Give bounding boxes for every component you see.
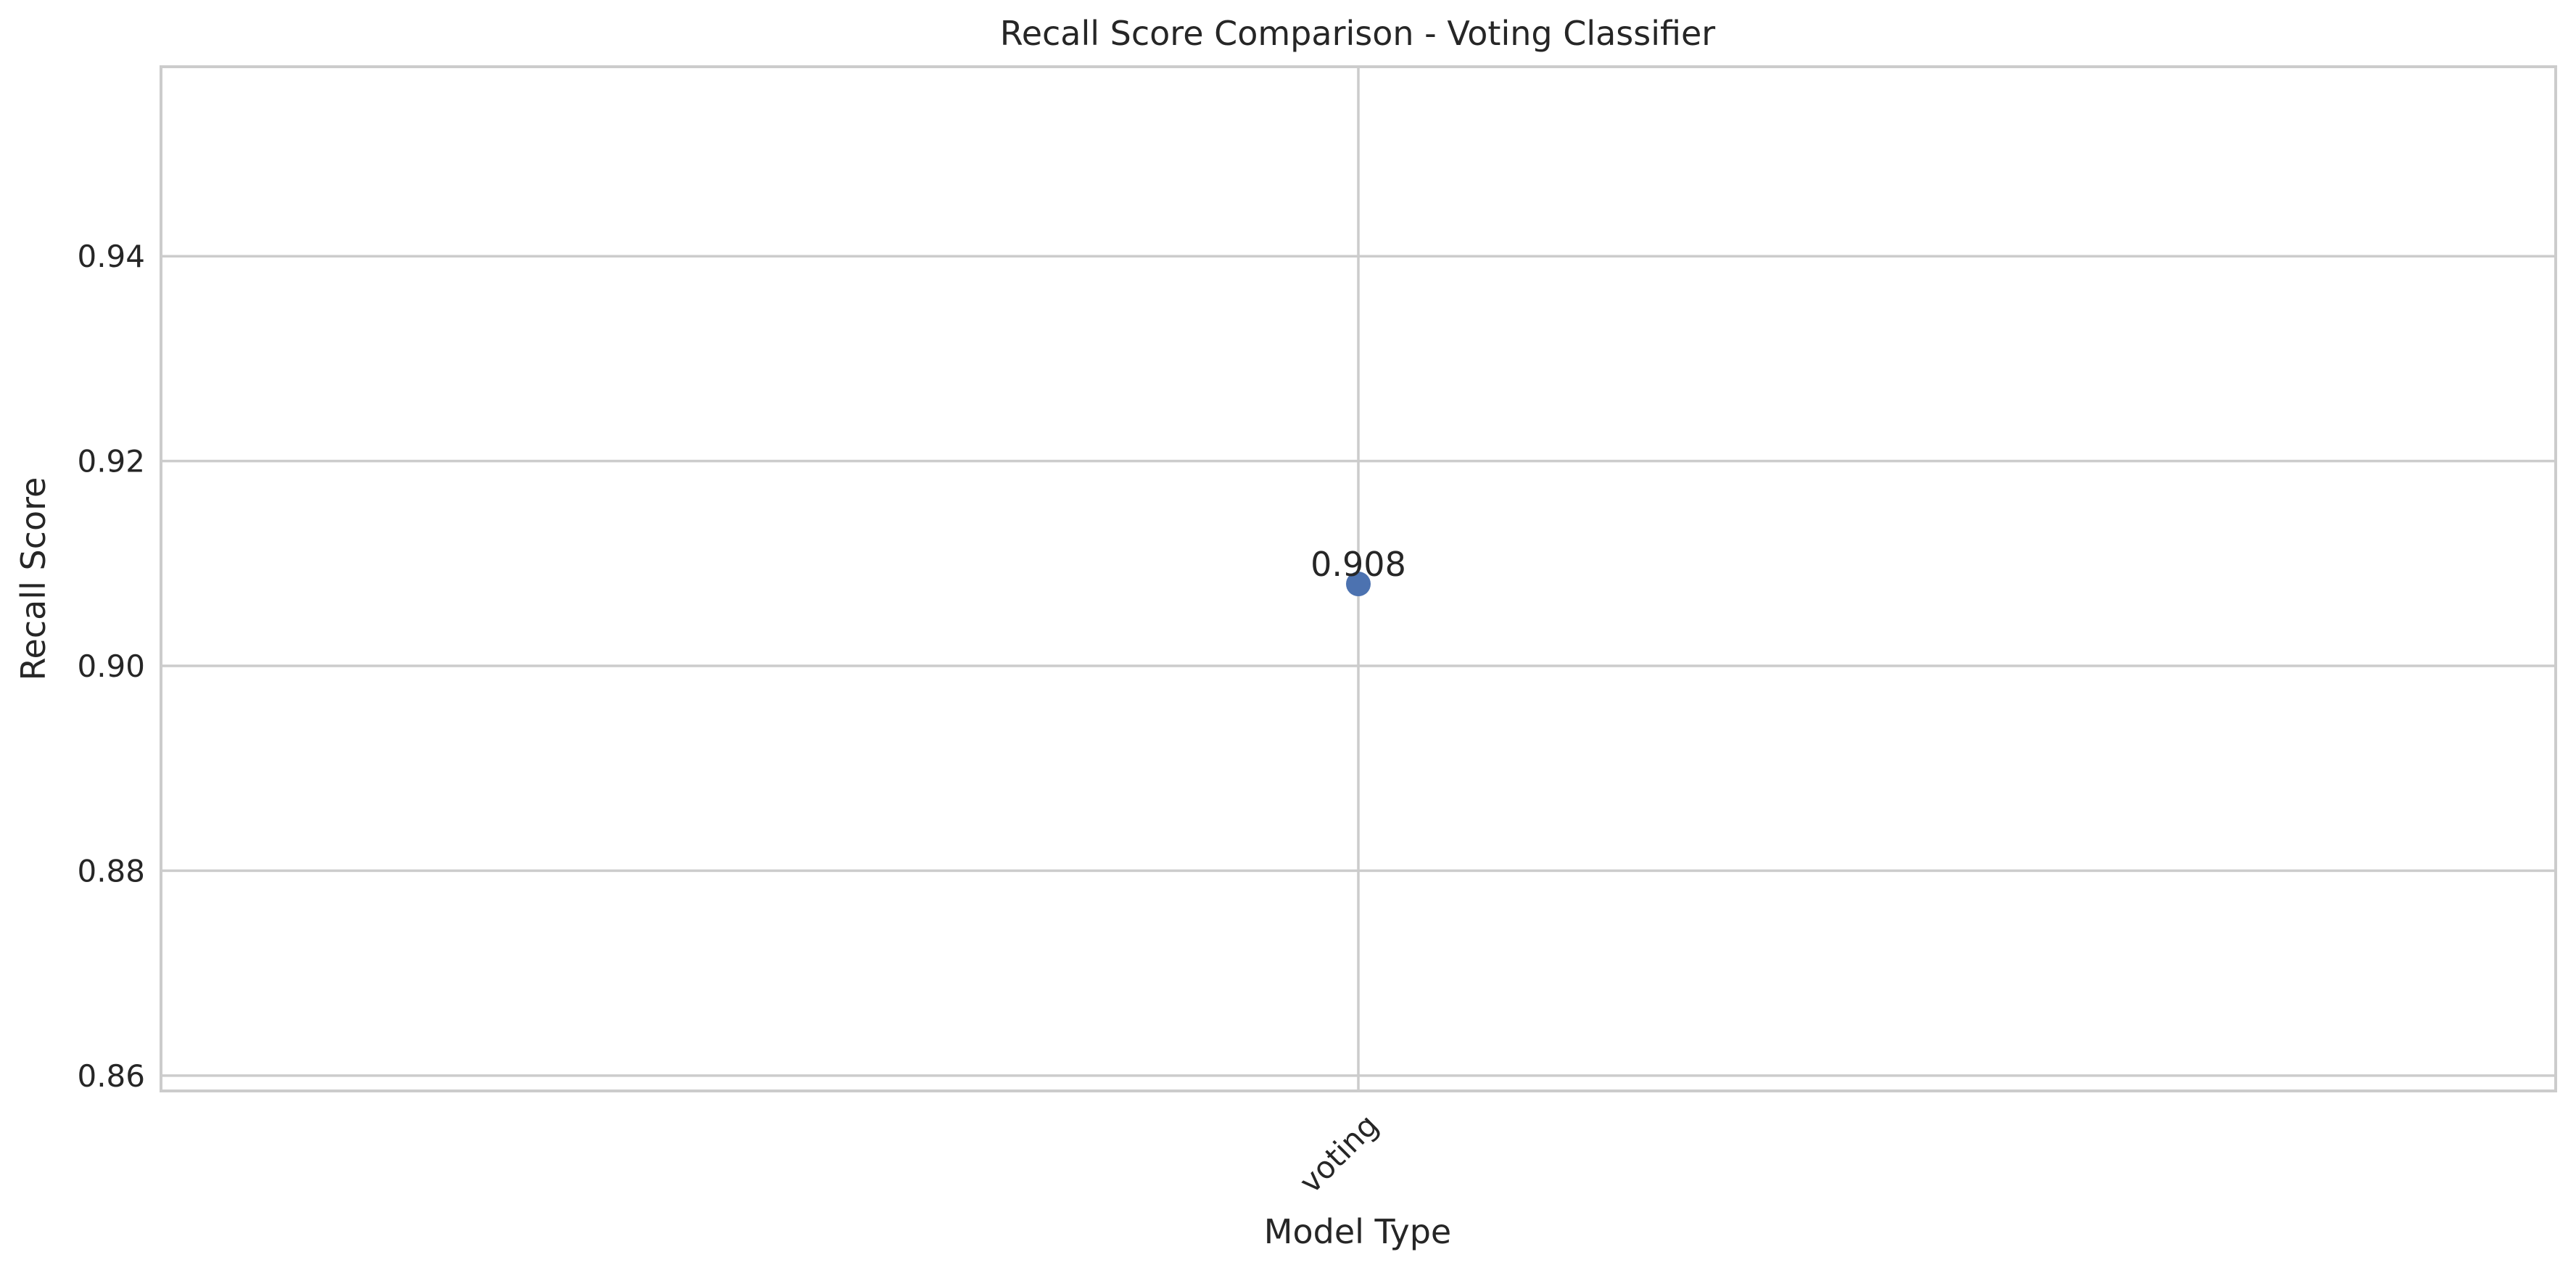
- y-tick-label: 0.92: [77, 444, 145, 479]
- data-value-label: 0.908: [1310, 545, 1406, 584]
- x-axis-label: Model Type: [1264, 1212, 1451, 1251]
- y-tick-label: 0.90: [77, 648, 145, 684]
- y-axis-label: Recall Score: [14, 477, 53, 681]
- x-tick-label: voting: [1292, 1107, 1385, 1200]
- chart-title: Recall Score Comparison - Voting Classif…: [1000, 14, 1715, 53]
- y-tick-label: 0.88: [77, 853, 145, 889]
- y-tick-label: 0.94: [77, 239, 145, 274]
- y-tick-label: 0.86: [77, 1058, 145, 1094]
- data-point: [1346, 572, 1371, 597]
- axis-ticks: 0.86 0.88 0.90 0.92 0.94 voting: [77, 239, 1385, 1200]
- data-marks: 0.908: [1310, 545, 1406, 597]
